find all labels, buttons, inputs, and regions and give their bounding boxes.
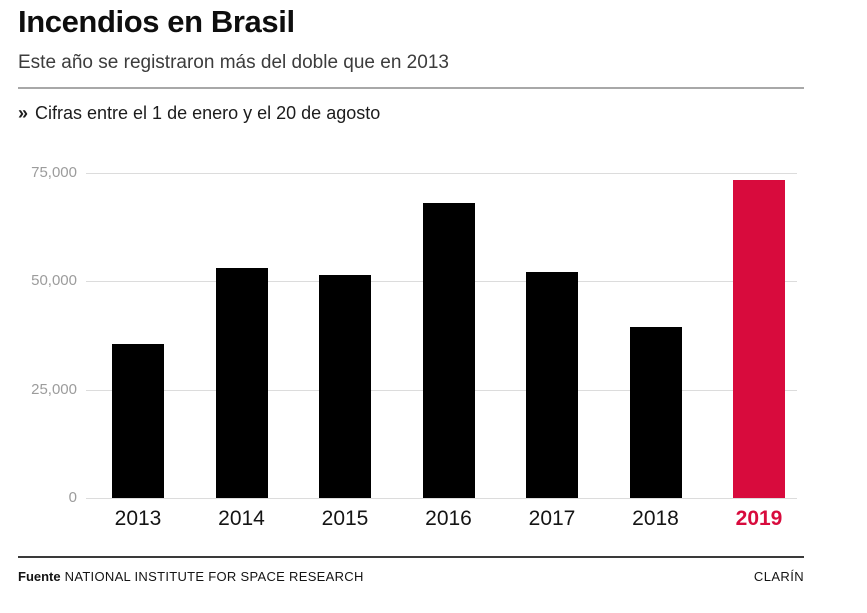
x-axis-label-2019: 2019 — [735, 507, 783, 530]
bar-2014 — [215, 268, 268, 498]
bar-2016 — [422, 203, 475, 498]
header-divider — [18, 87, 804, 89]
y-axis-label-0: 0 — [68, 489, 77, 506]
source-name: NATIONAL INSTITUTE FOR SPACE RESEARCH — [64, 569, 364, 584]
bar-chart: 0 25,000 50,000 75,000 2013 2014 2015 2016 2017 2… — [0, 150, 867, 550]
page-title: Incendios en Brasil — [18, 4, 295, 39]
gridline-0 — [86, 498, 797, 499]
gridline-75000 — [86, 173, 797, 174]
x-axis-label-2016: 2016 — [425, 507, 472, 530]
bar-2015 — [319, 274, 371, 498]
y-axis-label-25000: 25,000 — [31, 380, 77, 398]
chart-note: » Cifras entre el 1 de enero y el 20 de a… — [18, 103, 380, 124]
source-label: Fuente — [18, 569, 61, 584]
y-axis-label-75000: 75,000 — [31, 164, 77, 181]
x-axis-label-2014: 2014 — [218, 507, 265, 530]
bar-2019 — [733, 179, 785, 498]
footer: Fuente NATIONAL INSTITUTE FOR SPACE RESEA… — [18, 569, 804, 584]
bar-2017 — [526, 271, 578, 498]
bar-2013 — [112, 344, 164, 498]
x-axis-label-2013: 2013 — [114, 507, 162, 530]
x-axis-label-2017: 2017 — [528, 507, 576, 530]
bar-2018 — [629, 326, 682, 498]
x-axis-label-2018: 2018 — [632, 507, 679, 530]
page-subtitle: Este año se registraron más del doble qu… — [18, 52, 449, 73]
note-text: Cifras entre el 1 de enero y el 20 de ag… — [35, 103, 381, 123]
note-bullet-icon: » — [18, 103, 29, 123]
brand-name: CLARÍN — [753, 569, 804, 584]
y-axis-label-50000: 50,000 — [31, 272, 77, 290]
source-line: Fuente NATIONAL INSTITUTE FOR SPACE RESEA… — [18, 569, 364, 584]
footer-divider — [18, 556, 804, 558]
x-axis-label-2015: 2015 — [321, 507, 369, 530]
